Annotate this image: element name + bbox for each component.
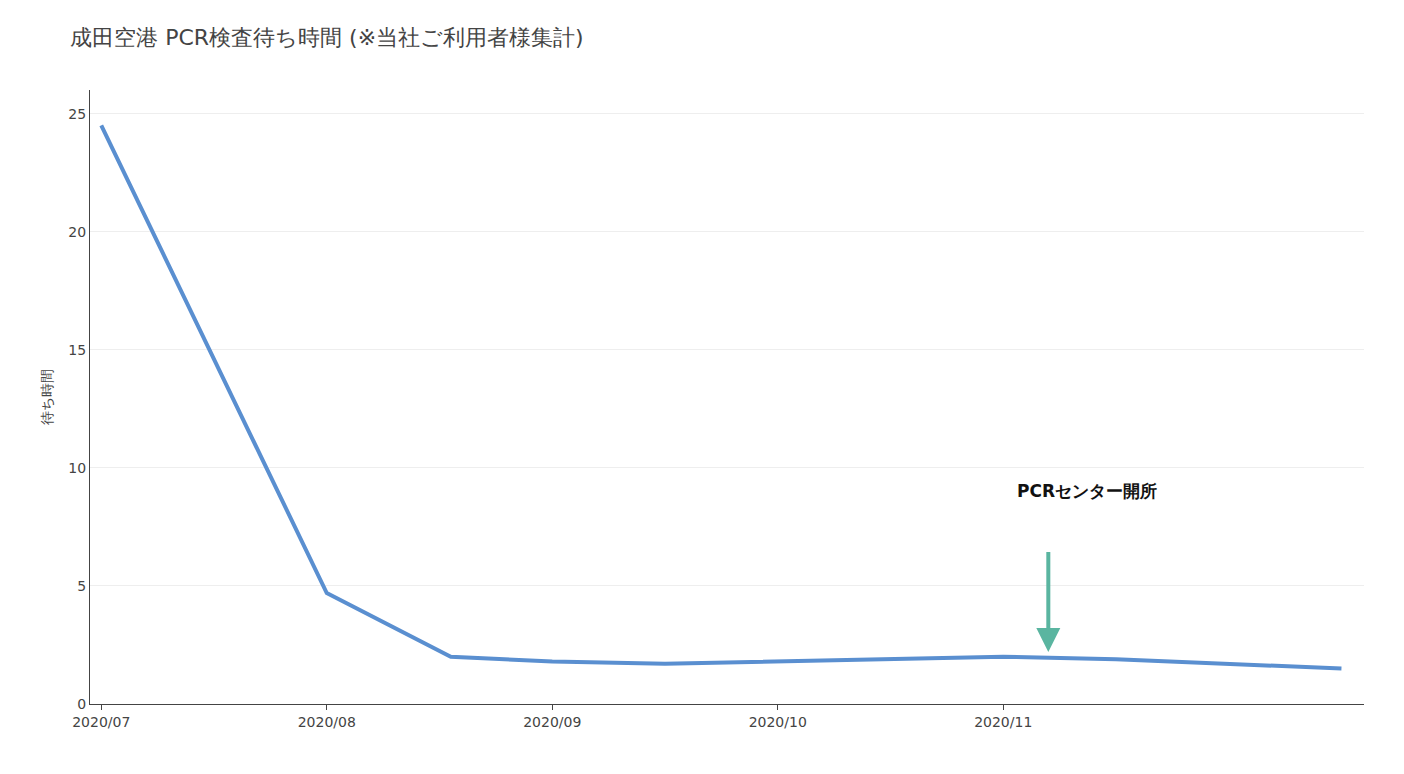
svg-text:5: 5: [77, 578, 86, 594]
svg-text:2020/10: 2020/10: [749, 714, 807, 730]
svg-text:10: 10: [68, 460, 86, 476]
svg-text:待ち時間: 待ち時間: [39, 369, 55, 425]
svg-text:成田空港 PCR検査待ち時間 (※当社ご利用者様集計): 成田空港 PCR検査待ち時間 (※当社ご利用者様集計): [70, 25, 584, 50]
svg-text:25: 25: [68, 106, 86, 122]
svg-text:2020/11: 2020/11: [974, 714, 1032, 730]
svg-text:20: 20: [68, 224, 86, 240]
svg-text:0: 0: [77, 696, 86, 712]
svg-text:15: 15: [68, 342, 86, 358]
svg-text:PCRセンター開所: PCRセンター開所: [1017, 481, 1157, 501]
svg-text:2020/09: 2020/09: [523, 714, 581, 730]
svg-text:2020/07: 2020/07: [72, 714, 130, 730]
svg-text:2020/08: 2020/08: [298, 714, 356, 730]
